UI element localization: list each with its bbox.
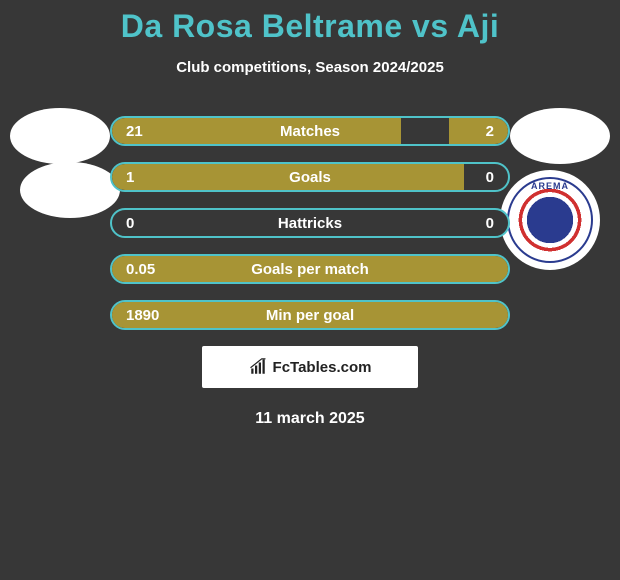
page-title: Da Rosa Beltrame vs Aji xyxy=(0,8,620,45)
date-label: 11 march 2025 xyxy=(0,410,620,428)
stat-label: Goals per match xyxy=(112,256,508,282)
chart-icon xyxy=(249,358,267,376)
player2-avatar-top xyxy=(510,108,610,164)
page-subtitle: Club competitions, Season 2024/2025 xyxy=(0,59,620,76)
stat-bar: 212Matches xyxy=(110,116,510,146)
stat-label: Matches xyxy=(112,118,508,144)
stat-bar: 0.05Goals per match xyxy=(110,254,510,284)
stat-label: Min per goal xyxy=(112,302,508,328)
club-badge-inner: AREMA xyxy=(507,177,593,263)
stat-label: Goals xyxy=(112,164,508,190)
stat-bar: 10Goals xyxy=(110,162,510,192)
watermark: FcTables.com xyxy=(202,346,418,388)
stat-row: 1890Min per goal xyxy=(0,300,620,330)
player1-avatar-bottom xyxy=(20,162,120,218)
stat-bar: 00Hattricks xyxy=(110,208,510,238)
player1-avatar-top xyxy=(10,108,110,164)
stat-label: Hattricks xyxy=(112,210,508,236)
club-badge-text: AREMA xyxy=(531,181,569,191)
stat-bar: 1890Min per goal xyxy=(110,300,510,330)
watermark-text: FcTables.com xyxy=(273,359,372,376)
club-badge: AREMA xyxy=(500,170,600,270)
